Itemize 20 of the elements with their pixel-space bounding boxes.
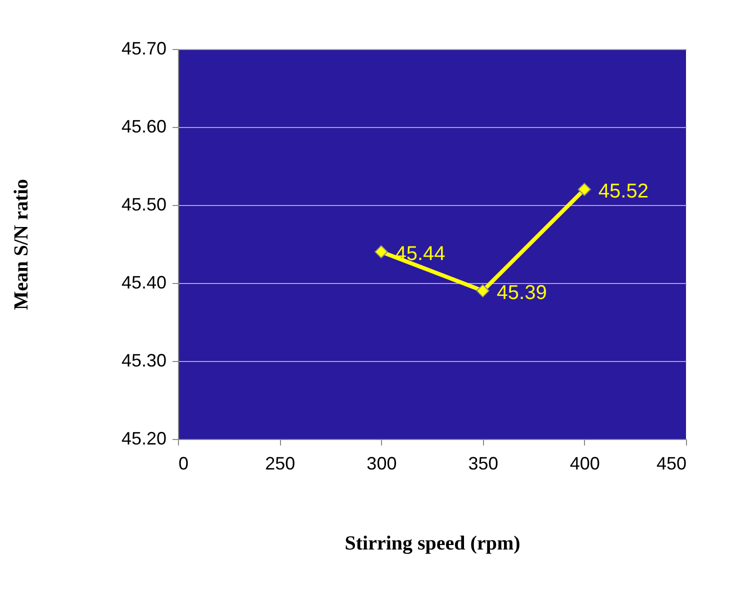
data-label: 45.44 bbox=[395, 242, 446, 265]
y-tick-label: 45.60 bbox=[121, 116, 166, 136]
y-tick-label: 45.30 bbox=[121, 350, 166, 370]
y-tick-label: 45.40 bbox=[121, 272, 166, 292]
x-axis-title: Stirring speed (rpm) bbox=[344, 532, 520, 554]
x-tick-label: 350 bbox=[468, 454, 498, 474]
x-tick-label: 0 bbox=[178, 454, 189, 474]
x-tick-label: 250 bbox=[265, 454, 296, 474]
y-tick-label: 45.20 bbox=[121, 428, 166, 448]
data-label: 45.39 bbox=[496, 282, 547, 304]
x-tick-label: 450 bbox=[656, 454, 686, 474]
y-tick-label: 45.70 bbox=[121, 38, 166, 58]
point bbox=[476, 284, 490, 298]
x-tick-label: 300 bbox=[366, 454, 397, 474]
y-tick-label: 45.50 bbox=[121, 194, 166, 214]
y-axis-title: Mean S/N ratio bbox=[10, 178, 32, 310]
point bbox=[578, 182, 592, 196]
data-label: 45.52 bbox=[598, 180, 648, 202]
point bbox=[374, 245, 388, 258]
x-tick-label: 400 bbox=[570, 454, 600, 474]
